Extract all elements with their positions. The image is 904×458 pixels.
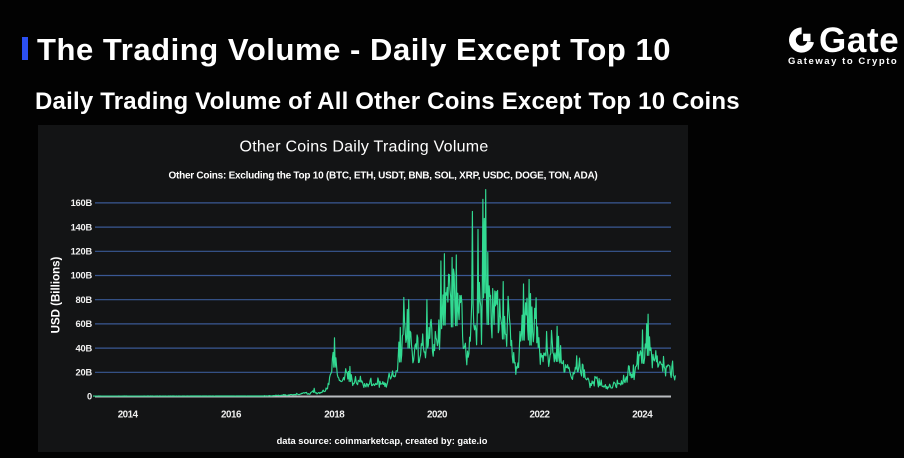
svg-text:2014: 2014	[118, 410, 139, 421]
svg-text:Other Coins Daily Trading Volu: Other Coins Daily Trading Volume	[240, 139, 489, 156]
svg-text:160B: 160B	[71, 198, 93, 208]
svg-text:2020: 2020	[427, 410, 448, 421]
svg-text:2016: 2016	[221, 410, 242, 421]
svg-text:40B: 40B	[76, 343, 93, 353]
svg-text:Other Coins: Excluding the Top: Other Coins: Excluding the Top 10 (BTC, …	[168, 171, 597, 182]
svg-text:140B: 140B	[71, 222, 93, 232]
svg-text:2022: 2022	[530, 410, 551, 421]
svg-text:80B: 80B	[76, 295, 93, 305]
svg-text:USD (Billions): USD (Billions)	[51, 257, 63, 334]
svg-text:100B: 100B	[71, 271, 93, 281]
svg-text:2024: 2024	[632, 410, 653, 421]
svg-text:data source: coinmarketcap, cr: data source: coinmarketcap, created by: …	[277, 436, 488, 446]
svg-text:20B: 20B	[76, 368, 93, 378]
svg-text:60B: 60B	[76, 319, 93, 329]
svg-text:0: 0	[87, 392, 92, 402]
svg-text:2018: 2018	[324, 410, 345, 421]
svg-text:120B: 120B	[71, 247, 93, 257]
